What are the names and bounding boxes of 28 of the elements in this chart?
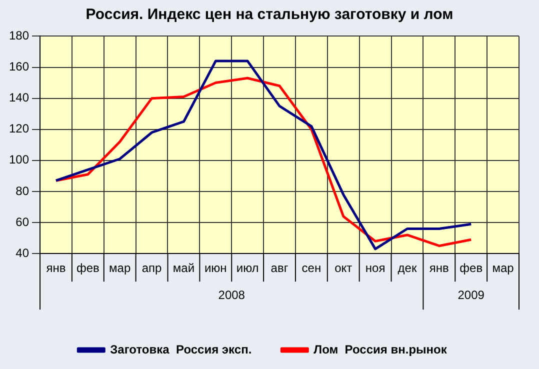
x-tick-label: окт	[334, 261, 353, 276]
x-tick-label: май	[172, 261, 195, 276]
x-tick-label: мар	[492, 261, 514, 276]
y-tick-label: 60	[16, 214, 30, 229]
x-tick-label: июн	[204, 261, 227, 276]
x-tick-label: ноя	[365, 261, 386, 276]
legend-label: Лом Россия вн.рынок	[314, 342, 448, 356]
y-tick-label: 100	[8, 152, 30, 167]
x-tick-label: фев	[76, 261, 100, 276]
x-tick-label: янв	[429, 261, 449, 276]
y-tick-label: 80	[16, 184, 30, 198]
x-tick-label: сен	[302, 261, 322, 276]
x-tick-label: июл	[236, 261, 259, 276]
legend-label: Заготовка Россия эксп.	[110, 342, 252, 356]
y-tick-label: 160	[8, 60, 30, 74]
x-tick-label: мар	[109, 261, 131, 276]
x-tick-label: авг	[270, 261, 289, 276]
y-tick-label: 180	[8, 28, 30, 43]
y-tick-label: 140	[8, 90, 30, 105]
y-tick-label: 40	[16, 246, 30, 260]
x-tick-label: янв	[46, 261, 66, 276]
text: 2009	[458, 288, 485, 302]
text: 2008	[218, 288, 246, 302]
x-tick-label: апр	[142, 261, 162, 276]
x-tick-label: фев	[460, 261, 483, 276]
chart-title: Россия. Индекс цен на стальную заготовку и лом	[84, 6, 454, 23]
x-tick-label: дек	[398, 261, 418, 276]
y-tick-label: 120	[8, 122, 30, 136]
